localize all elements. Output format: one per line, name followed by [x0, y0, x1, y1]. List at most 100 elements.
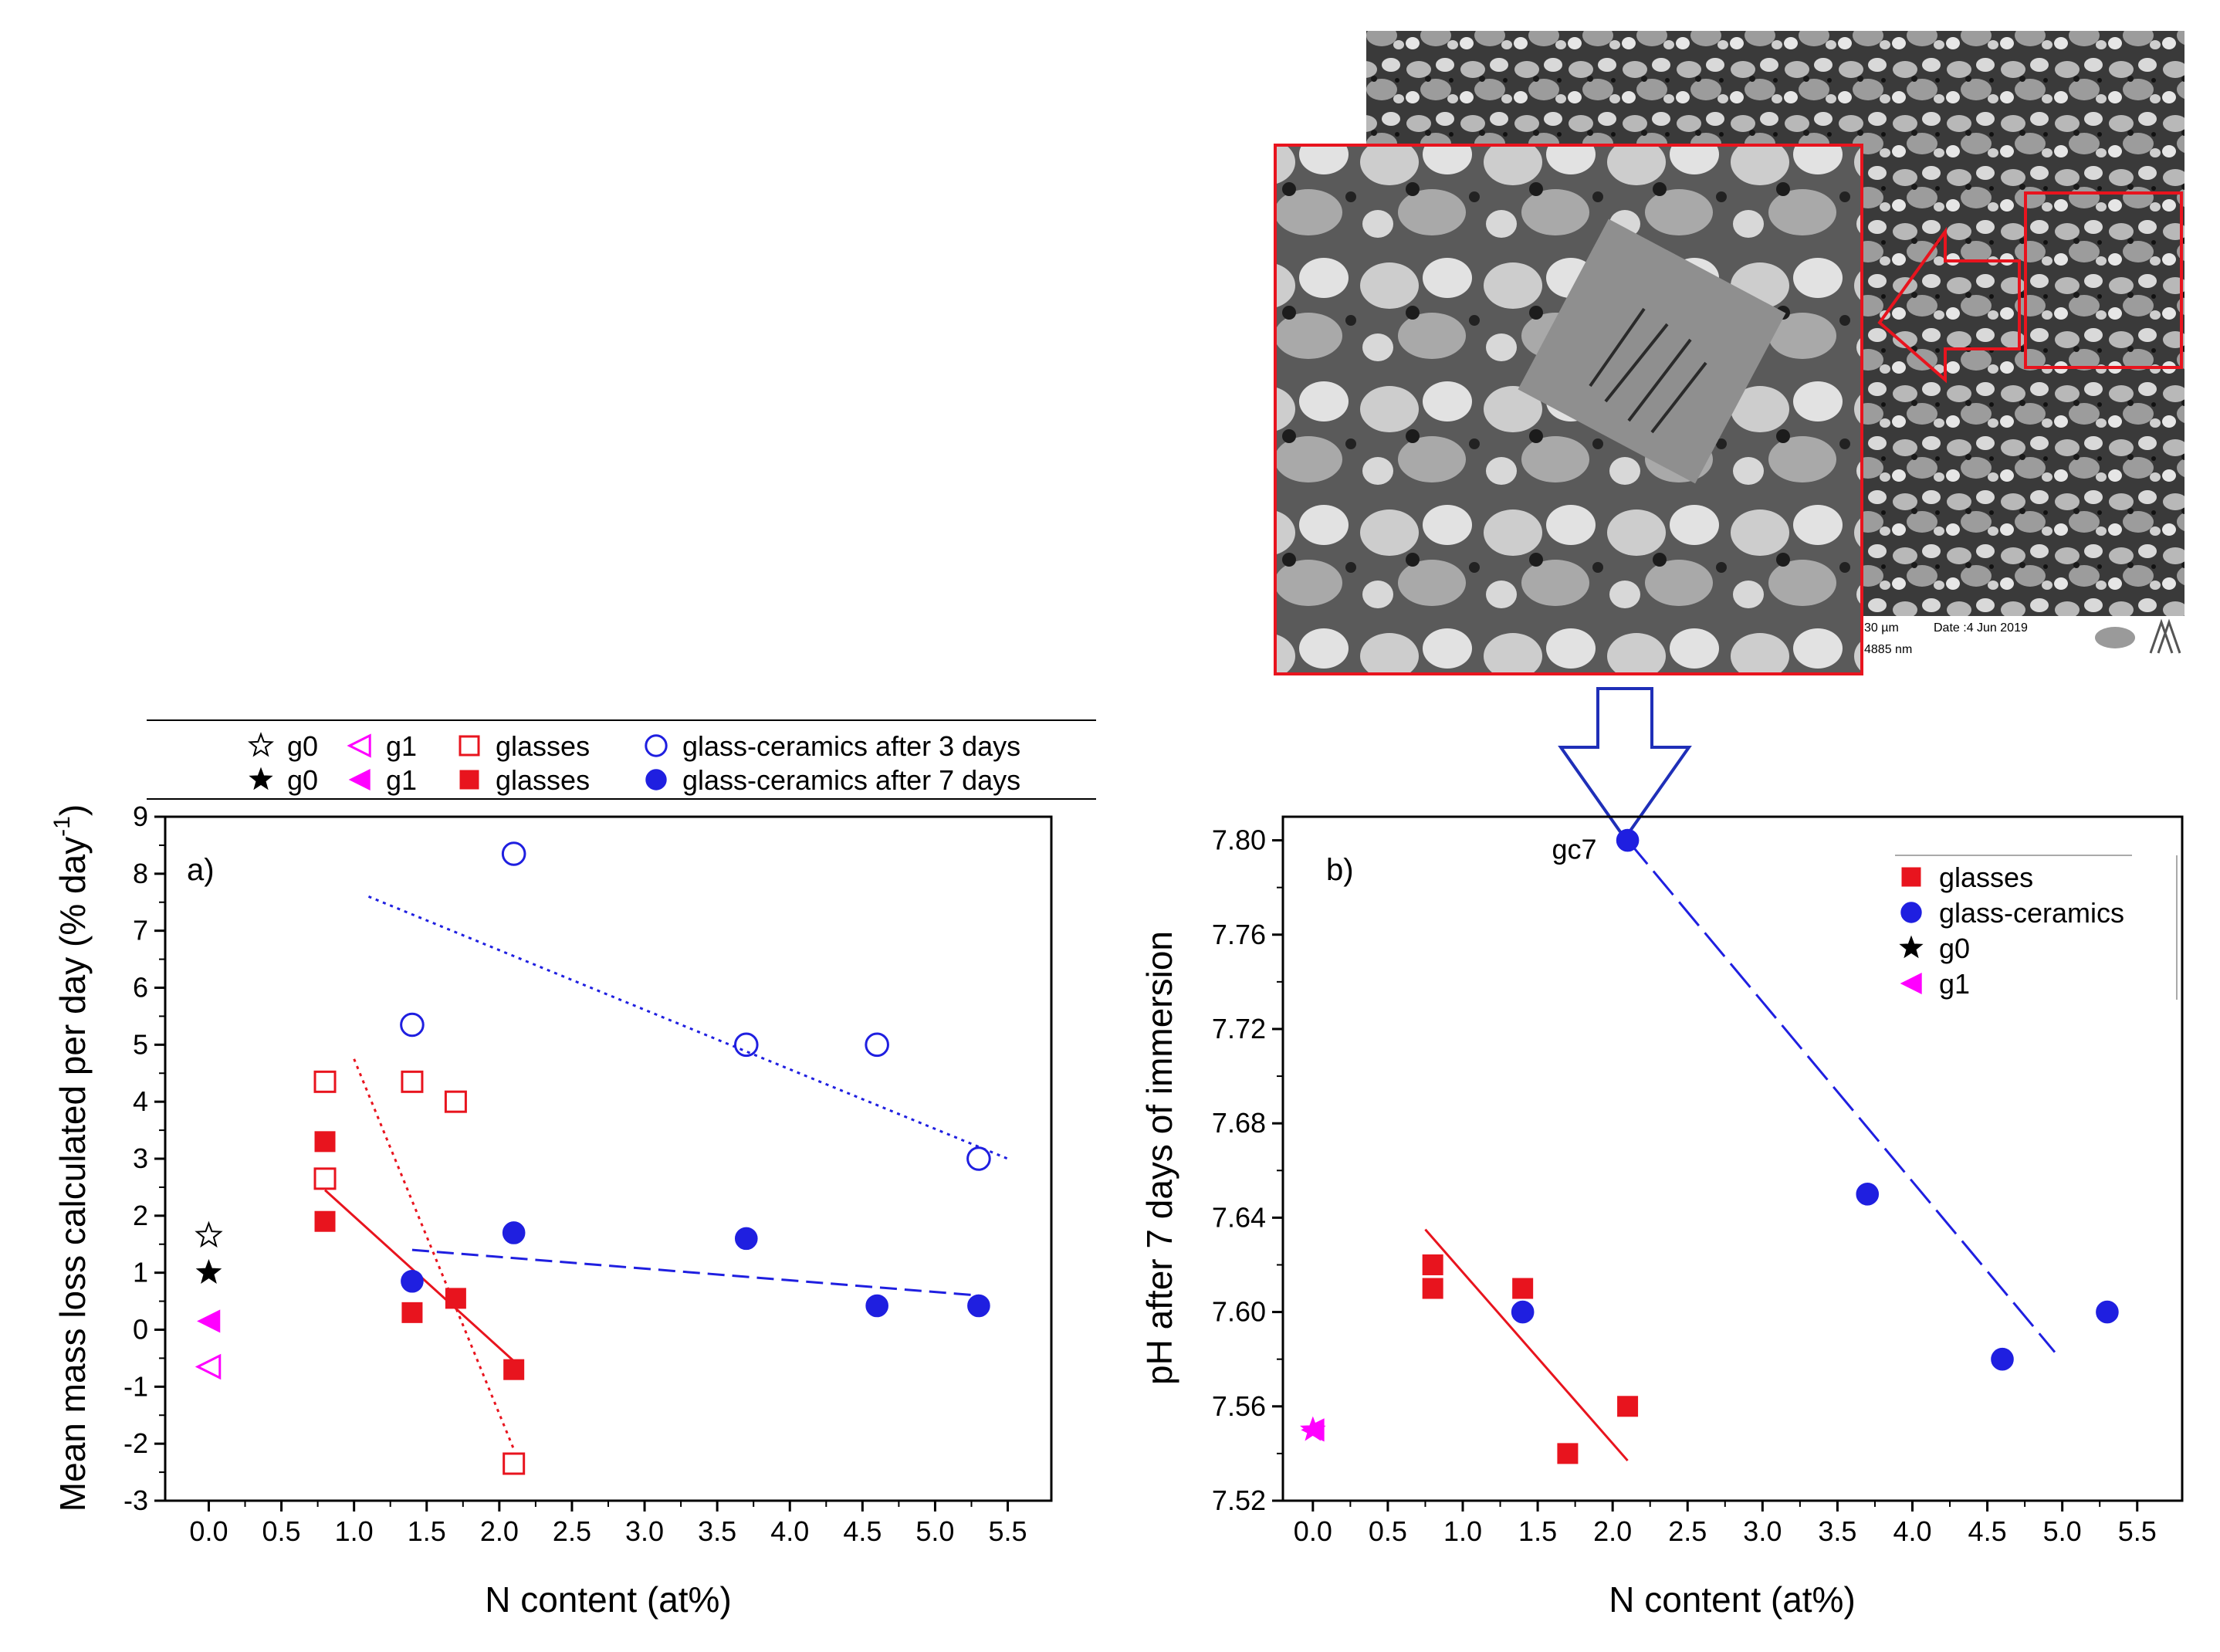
- chart-b-legend-label: g1: [1939, 968, 1970, 1000]
- chart-b-fit-lines: [1424, 839, 2056, 1462]
- chart-a-legend-label: glass-ceramics after 7 days: [682, 764, 1020, 796]
- chart-a-x-tick-label: 3.0: [625, 1515, 664, 1547]
- chart-a-data-point: [967, 1294, 990, 1318]
- chart-a-data-point: [195, 1353, 222, 1380]
- chart-b-y-tick-label: 7.76: [1212, 919, 1266, 950]
- chart-a-x-tick-label: 0.5: [262, 1515, 301, 1547]
- sem-arrow-down: [1558, 687, 1692, 841]
- chart-b-legend: glasses glass-ceramics g0 g1: [1895, 855, 2178, 1000]
- chart-b-legend-marker: [1901, 867, 1921, 887]
- chart-b-legend-label: glass-ceramics: [1939, 897, 2124, 929]
- chart-b-data-point: [1991, 1347, 2014, 1371]
- chart-b-data-point: [1422, 1278, 1443, 1299]
- chart-a-data-point: [197, 1309, 221, 1333]
- chart-a-y-tick-label: 0: [133, 1314, 148, 1346]
- chart-b-y-tick-label: 7.64: [1212, 1201, 1266, 1233]
- chart-b-x-tick-label: 1.0: [1443, 1515, 1482, 1547]
- chart-a-legend-marker: [459, 735, 480, 757]
- chart-b-y-tick-label: 7.72: [1212, 1013, 1266, 1044]
- chart-a-points: [195, 841, 991, 1475]
- chart-a-data-point: [195, 1258, 222, 1284]
- chart-a-legend-marker: [459, 770, 479, 790]
- chart-a-ylabel-sup: -1: [49, 816, 75, 837]
- sem-zoom-frame: [1274, 144, 1863, 675]
- chart-b-x-tick-label: 0.5: [1369, 1515, 1407, 1547]
- chart-a-data-point: [444, 1090, 467, 1113]
- chart-a-y-tick-label: 4: [133, 1085, 148, 1117]
- chart-a-data-point: [401, 1269, 424, 1293]
- chart-a-ylabel-close: ): [52, 804, 93, 816]
- chart-b-axes: 0.0 0.5 1.0 1.5 2.0 2.5 3.0 3.5 4.0 4.5 5.0 5.5 7.52…: [1212, 824, 2157, 1547]
- chart-a-data-point: [966, 1146, 991, 1171]
- sem-caption-date: Date :4 Jun 2019: [1934, 621, 2028, 635]
- chart-a-x-tick-label: 1.5: [408, 1515, 446, 1547]
- chart-a-x-tick-label: 1.0: [335, 1515, 374, 1547]
- sem-micrograph: 30 µm Date :4 Jun 2019 4885 nm: [1274, 31, 2184, 841]
- chart-a-legend-label: glass-ceramics after 3 days: [682, 730, 1020, 762]
- chart-a-legend-marker: [347, 733, 371, 758]
- chart-a-data-point: [501, 841, 526, 866]
- chart-b-legend-marker: [1900, 972, 1922, 995]
- chart-a-y-tick-label: 3: [133, 1143, 148, 1174]
- chart-a-data-point: [865, 1294, 888, 1318]
- chart-a-panel-label: a): [187, 853, 215, 887]
- sem-logo-2: [2149, 618, 2181, 654]
- chart-a-fit-line: [367, 895, 1009, 1160]
- chart-a-data-point: [401, 1302, 423, 1323]
- sem-region-box: [2024, 191, 2183, 369]
- chart-a: g0 g1 glasses glass-ceramics after 3 days g0…: [49, 719, 1096, 1620]
- chart-a-y-tick-label: 5: [133, 1028, 148, 1060]
- chart-a-y-tick-label: -2: [124, 1427, 148, 1459]
- chart-b-x-tick-label: 3.0: [1743, 1515, 1782, 1547]
- chart-a-data-point: [313, 1167, 337, 1190]
- chart-b-data-point: [1511, 1300, 1535, 1324]
- chart-a-plot-area: [164, 815, 1053, 1502]
- chart-b-y-tick-label: 7.68: [1212, 1107, 1266, 1139]
- chart-b-x-tick-label: 5.5: [2118, 1515, 2157, 1547]
- chart-a-data-point: [865, 1032, 889, 1058]
- sem-arrow-left: [1877, 226, 2021, 384]
- chart-b-x-tick-label: 1.5: [1518, 1515, 1557, 1547]
- chart-a-x-tick-label: 5.5: [989, 1515, 1027, 1547]
- sem-caption-scale: 30 µm: [1864, 621, 1899, 635]
- chart-b-data-point: [1422, 1254, 1443, 1275]
- chart-a-data-point: [314, 1131, 336, 1153]
- chart-a-data-point: [503, 1452, 526, 1475]
- chart-a-legend-marker: [645, 769, 667, 790]
- chart-a-legend-label: glasses: [496, 764, 590, 796]
- sem-logo-1: [2095, 627, 2135, 648]
- chart-b-y-tick-label: 7.60: [1212, 1296, 1266, 1328]
- chart-a-y-tick-label: 9: [133, 801, 148, 832]
- chart-a-legend-marker: [249, 767, 273, 790]
- chart-a-data-point: [733, 1032, 759, 1058]
- chart-b-fit-line: [1424, 1228, 1629, 1462]
- chart-b-data-point: [1512, 1278, 1534, 1299]
- chart-b-legend-label: g0: [1939, 933, 1970, 964]
- chart-a-data-point: [195, 1220, 223, 1248]
- chart-a-ylabel: Mean mass loss calculated per day (% day…: [49, 804, 93, 1512]
- chart-a-data-point: [502, 1221, 526, 1244]
- chart-b-panel-label: b): [1326, 853, 1354, 887]
- chart-a-fit-line: [411, 1248, 980, 1297]
- chart-b-x-tick-label: 4.5: [1968, 1515, 2007, 1547]
- chart-b-legend-label: glasses: [1939, 862, 2033, 893]
- chart-b-y-tick-label: 7.52: [1212, 1484, 1266, 1516]
- chart-a-xlabel: N content (at%): [485, 1579, 732, 1620]
- chart-a-y-tick-label: 6: [133, 972, 148, 1004]
- chart-a-legend: g0 g1 glasses glass-ceramics after 3 days g0…: [147, 719, 1096, 800]
- chart-b-x-tick-label: 2.0: [1593, 1515, 1632, 1547]
- chart-a-data-point: [314, 1210, 336, 1232]
- chart-b-data-point: [1617, 1396, 1639, 1417]
- chart-b-data-point: [2096, 1300, 2119, 1324]
- chart-b-points: [1300, 828, 2119, 1464]
- chart-b-plot-area: [1281, 815, 2184, 1502]
- chart-a-ylabel-text: Mean mass loss calculated per day (% day: [52, 837, 93, 1512]
- chart-a-legend-marker: [248, 732, 274, 757]
- chart-b: 0.0 0.5 1.0 1.5 2.0 2.5 3.0 3.5 4.0 4.5 5.0 5.5 7.52…: [1139, 815, 2184, 1620]
- chart-b-y-tick-label: 7.56: [1212, 1390, 1266, 1422]
- chart-b-data-point: [1616, 828, 1640, 852]
- chart-a-x-tick-label: 0.0: [189, 1515, 228, 1547]
- chart-a-legend-label: g1: [386, 764, 417, 796]
- chart-b-x-tick-label: 2.5: [1668, 1515, 1707, 1547]
